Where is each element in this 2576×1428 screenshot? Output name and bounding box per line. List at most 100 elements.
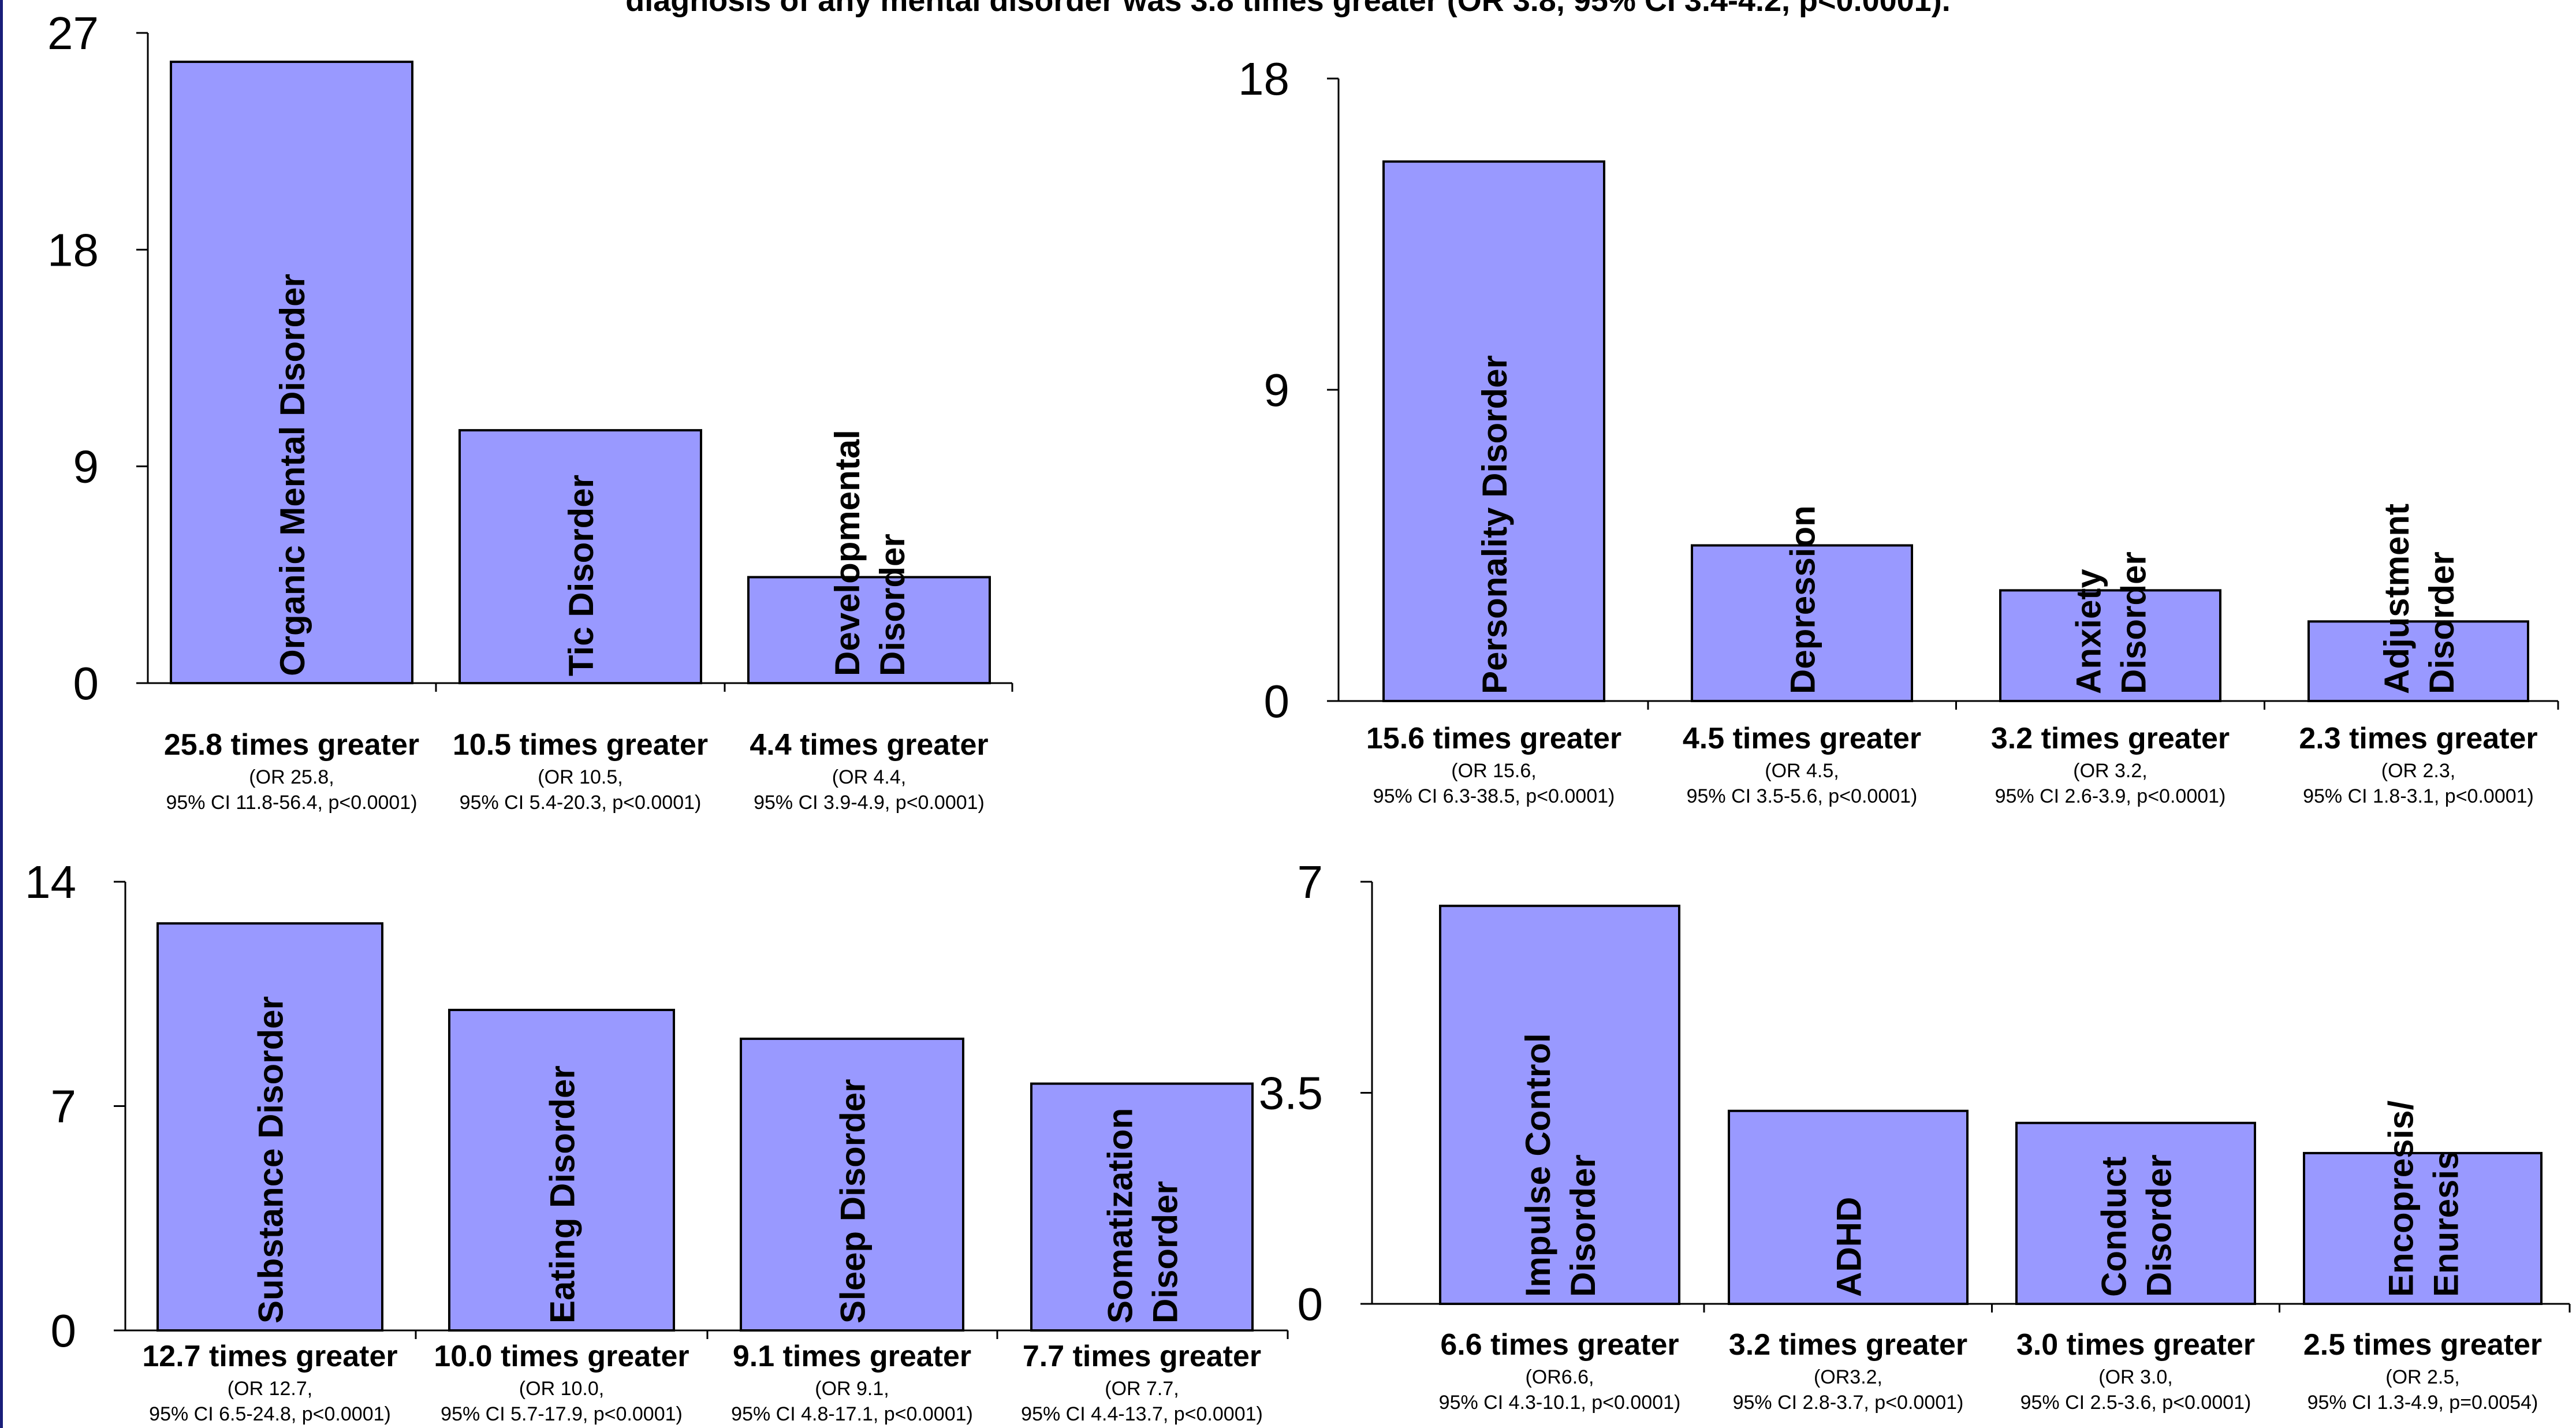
bar-caption: 12.7 times greater: [142, 1340, 397, 1373]
bar-ci-text: 95% CI 6.3-38.5, p<0.0001): [1373, 785, 1615, 807]
bar-label: Developmental: [828, 430, 867, 676]
y-tick-label: 27: [47, 8, 99, 59]
bar-or-value: (OR 10.0,: [519, 1378, 604, 1400]
bar-caption: 2.5 times greater: [2303, 1328, 2542, 1362]
bar: [740, 1037, 964, 1332]
bar-ci-text: 95% CI 1.8-3.1, p<0.0001): [2303, 785, 2534, 807]
bar-ci-text: 95% CI 3.5-5.6, p<0.0001): [1687, 785, 1918, 807]
bar: [1439, 904, 1680, 1306]
bar-or-value: (OR 15.6,: [1451, 760, 1536, 782]
bar: [448, 1009, 675, 1332]
bar-label: Disorder: [2422, 551, 2461, 694]
bar-label: Eating Disorder: [543, 1065, 582, 1323]
bar: [747, 576, 991, 685]
bar: [2015, 1121, 2256, 1305]
bar-ci-text: 95% CI 11.8-56.4, p<0.0001): [166, 792, 417, 814]
bar-ci-text: 95% CI 2.5-3.6, p<0.0001): [2020, 1392, 2251, 1414]
y-tick-label: 14: [25, 856, 76, 908]
bar-ci-text: 95% CI 4.4-13.7, p<0.0001): [1021, 1403, 1263, 1425]
bar-caption: 6.6 times greater: [1440, 1328, 1679, 1362]
bar-label: Conduct: [2095, 1157, 2134, 1297]
bar-ci-text: 95% CI 4.3-10.1, p<0.0001): [1439, 1392, 1681, 1414]
page-title: diagnosis of any mental disorder was 3.8…: [625, 0, 1951, 18]
bar-label: Enuresis: [2427, 1151, 2466, 1297]
bar-label: ADHD: [1830, 1197, 1869, 1297]
bar-caption: 9.1 times greater: [733, 1340, 971, 1373]
bar-ci-text: 95% CI 6.5-24.8, p<0.0001): [149, 1403, 391, 1425]
y-tick-label: 0: [51, 1305, 77, 1356]
bar-or-value: (OR 10.5,: [538, 766, 622, 788]
y-tick-label: 7: [51, 1081, 77, 1132]
bar-or-value: (OR 2.3,: [2381, 760, 2455, 782]
bar: [1382, 160, 1605, 702]
bar-ci-text: 95% CI 2.8-3.7, p<0.0001): [1733, 1392, 1964, 1414]
bar-caption: 25.8 times greater: [164, 728, 419, 762]
bar: [2303, 1151, 2543, 1306]
bar-ci-text: 95% CI 2.6-3.9, p<0.0001): [1995, 785, 2226, 807]
bar-ci-text: 95% CI 5.7-17.9, p<0.0001): [441, 1403, 683, 1425]
bar: [2307, 620, 2529, 703]
y-tick-label: 9: [1264, 364, 1290, 416]
bar-or-value: (OR 9.1,: [815, 1378, 889, 1400]
y-tick-label: 0: [1298, 1278, 1324, 1330]
chart-2: 0 9 18 Personality Disorder 15.6 times great…: [1238, 53, 2559, 807]
y-tick-label: 18: [1238, 53, 1289, 105]
bar-caption: 4.5 times greater: [1683, 722, 1921, 755]
bar: [1030, 1082, 1254, 1332]
bar-label: Anxiety: [2070, 569, 2108, 694]
bar-caption: 7.7 times greater: [1023, 1340, 1261, 1373]
bar-ci-text: 95% CI 4.8-17.1, p<0.0001): [731, 1403, 973, 1425]
bar-or-value: (OR 12.7,: [228, 1378, 312, 1400]
y-tick-label: 3.5: [1259, 1068, 1323, 1119]
bar: [156, 922, 383, 1332]
bar: [458, 429, 702, 684]
bar-or-value: (OR 2.5,: [2385, 1366, 2459, 1388]
bar-label: Substance Disorder: [252, 996, 290, 1323]
bar-label: Somatization: [1101, 1108, 1140, 1323]
bar-or-value: (OR 7.7,: [1105, 1378, 1179, 1400]
bar-or-value: (OR 4.5,: [1765, 760, 1839, 782]
bar-caption: 10.0 times greater: [434, 1340, 689, 1373]
bar-label: Adjustment: [2377, 504, 2416, 694]
y-tick-label: 0: [1264, 676, 1290, 727]
bar-label: Sleep Disorder: [834, 1079, 873, 1324]
bar-label: Disorder: [1564, 1154, 1602, 1297]
bar-or-value: (OR3.2,: [1814, 1366, 1882, 1388]
chart-3: 0 7 14 Substance Disorder 12.7 times greater…: [25, 856, 1289, 1425]
bar-caption: 2.3 times greater: [2299, 722, 2537, 755]
bar-label: Tic Disorder: [562, 475, 601, 676]
bar: [1691, 544, 1913, 702]
bar-caption: 15.6 times greater: [1366, 722, 1621, 755]
bar-caption: 10.5 times greater: [453, 728, 708, 762]
bar-label: Depression: [1784, 505, 1822, 694]
bar-label: Personality Disorder: [1475, 355, 1514, 694]
bar-caption: 3.2 times greater: [1729, 1328, 1967, 1362]
y-tick-label: 18: [47, 224, 99, 275]
y-tick-label: 9: [73, 441, 99, 493]
chart-1: 0 9 18 27 Organic Mental Disorder 25.8 times …: [47, 8, 1013, 814]
y-tick-label: 0: [73, 658, 99, 709]
bar-or-value: (OR 3.0,: [2098, 1366, 2172, 1388]
y-tick-label: 7: [1298, 856, 1324, 908]
bar-caption: 3.2 times greater: [1991, 722, 2230, 755]
bar-or-value: (OR 3.2,: [2073, 760, 2147, 782]
bar-label: Disorder: [2115, 551, 2153, 694]
bar: [1728, 1109, 1969, 1306]
bar-label: Encopresis/: [2382, 1101, 2421, 1297]
bar-label: Organic Mental Disorder: [273, 274, 312, 676]
bar-label: Disorder: [1146, 1181, 1185, 1323]
bar-or-value: (OR 25.8,: [249, 766, 334, 788]
left-accent-bar: [0, 0, 3, 1428]
bar-or-value: (OR 4.4,: [832, 766, 906, 788]
bar-caption: 3.0 times greater: [2016, 1328, 2255, 1362]
bar-or-value: (OR6.6,: [1525, 1366, 1594, 1388]
bar-ci-text: 95% CI 5.4-20.3, p<0.0001): [460, 792, 702, 814]
bar-caption: 4.4 times greater: [750, 728, 988, 762]
bar: [170, 61, 413, 685]
bar-label: Disorder: [873, 534, 912, 676]
bar-label: Impulse Control: [1519, 1033, 1557, 1297]
bar-label: Disorder: [2140, 1154, 2179, 1297]
bar-ci-text: 95% CI 3.9-4.9, p<0.0001): [754, 792, 985, 814]
